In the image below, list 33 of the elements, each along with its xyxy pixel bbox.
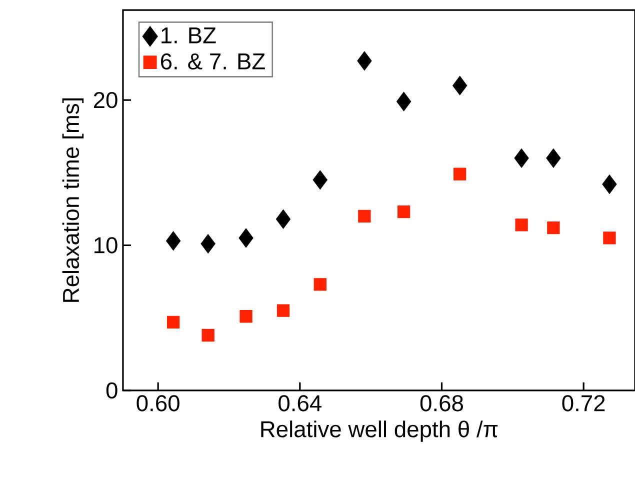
x-tick-label: 0.68 — [420, 395, 463, 412]
point — [276, 304, 290, 317]
y-tick-label: 20 — [94, 92, 118, 108]
point — [202, 328, 214, 342]
point — [514, 148, 529, 168]
point — [546, 148, 561, 168]
point — [547, 222, 560, 234]
x-axis-title: Relative well depth θ /π — [261, 420, 498, 442]
point — [200, 234, 216, 254]
point — [396, 92, 412, 112]
point — [397, 206, 410, 218]
x-tick-label: 0.72 — [562, 395, 605, 412]
point — [452, 76, 468, 96]
point — [166, 231, 181, 251]
y-tick-label: 0 — [106, 382, 118, 399]
point — [515, 218, 528, 232]
point — [314, 278, 326, 291]
y-tick-label: 10 — [94, 237, 118, 254]
point — [238, 228, 254, 248]
point — [602, 174, 617, 194]
point — [240, 310, 252, 323]
point — [603, 232, 616, 244]
point — [358, 210, 371, 223]
legend-label: 6. & 7. BZ — [160, 53, 265, 70]
point — [454, 168, 466, 180]
legend-label: 1. BZ — [162, 28, 216, 44]
point — [312, 170, 328, 190]
point — [167, 316, 180, 329]
point — [276, 209, 291, 229]
x-tick-label: 0.64 — [278, 395, 322, 412]
y-axis-title: Relaxation time [ms] — [62, 98, 84, 302]
point — [357, 51, 372, 71]
x-tick-label: 0.60 — [136, 395, 180, 412]
